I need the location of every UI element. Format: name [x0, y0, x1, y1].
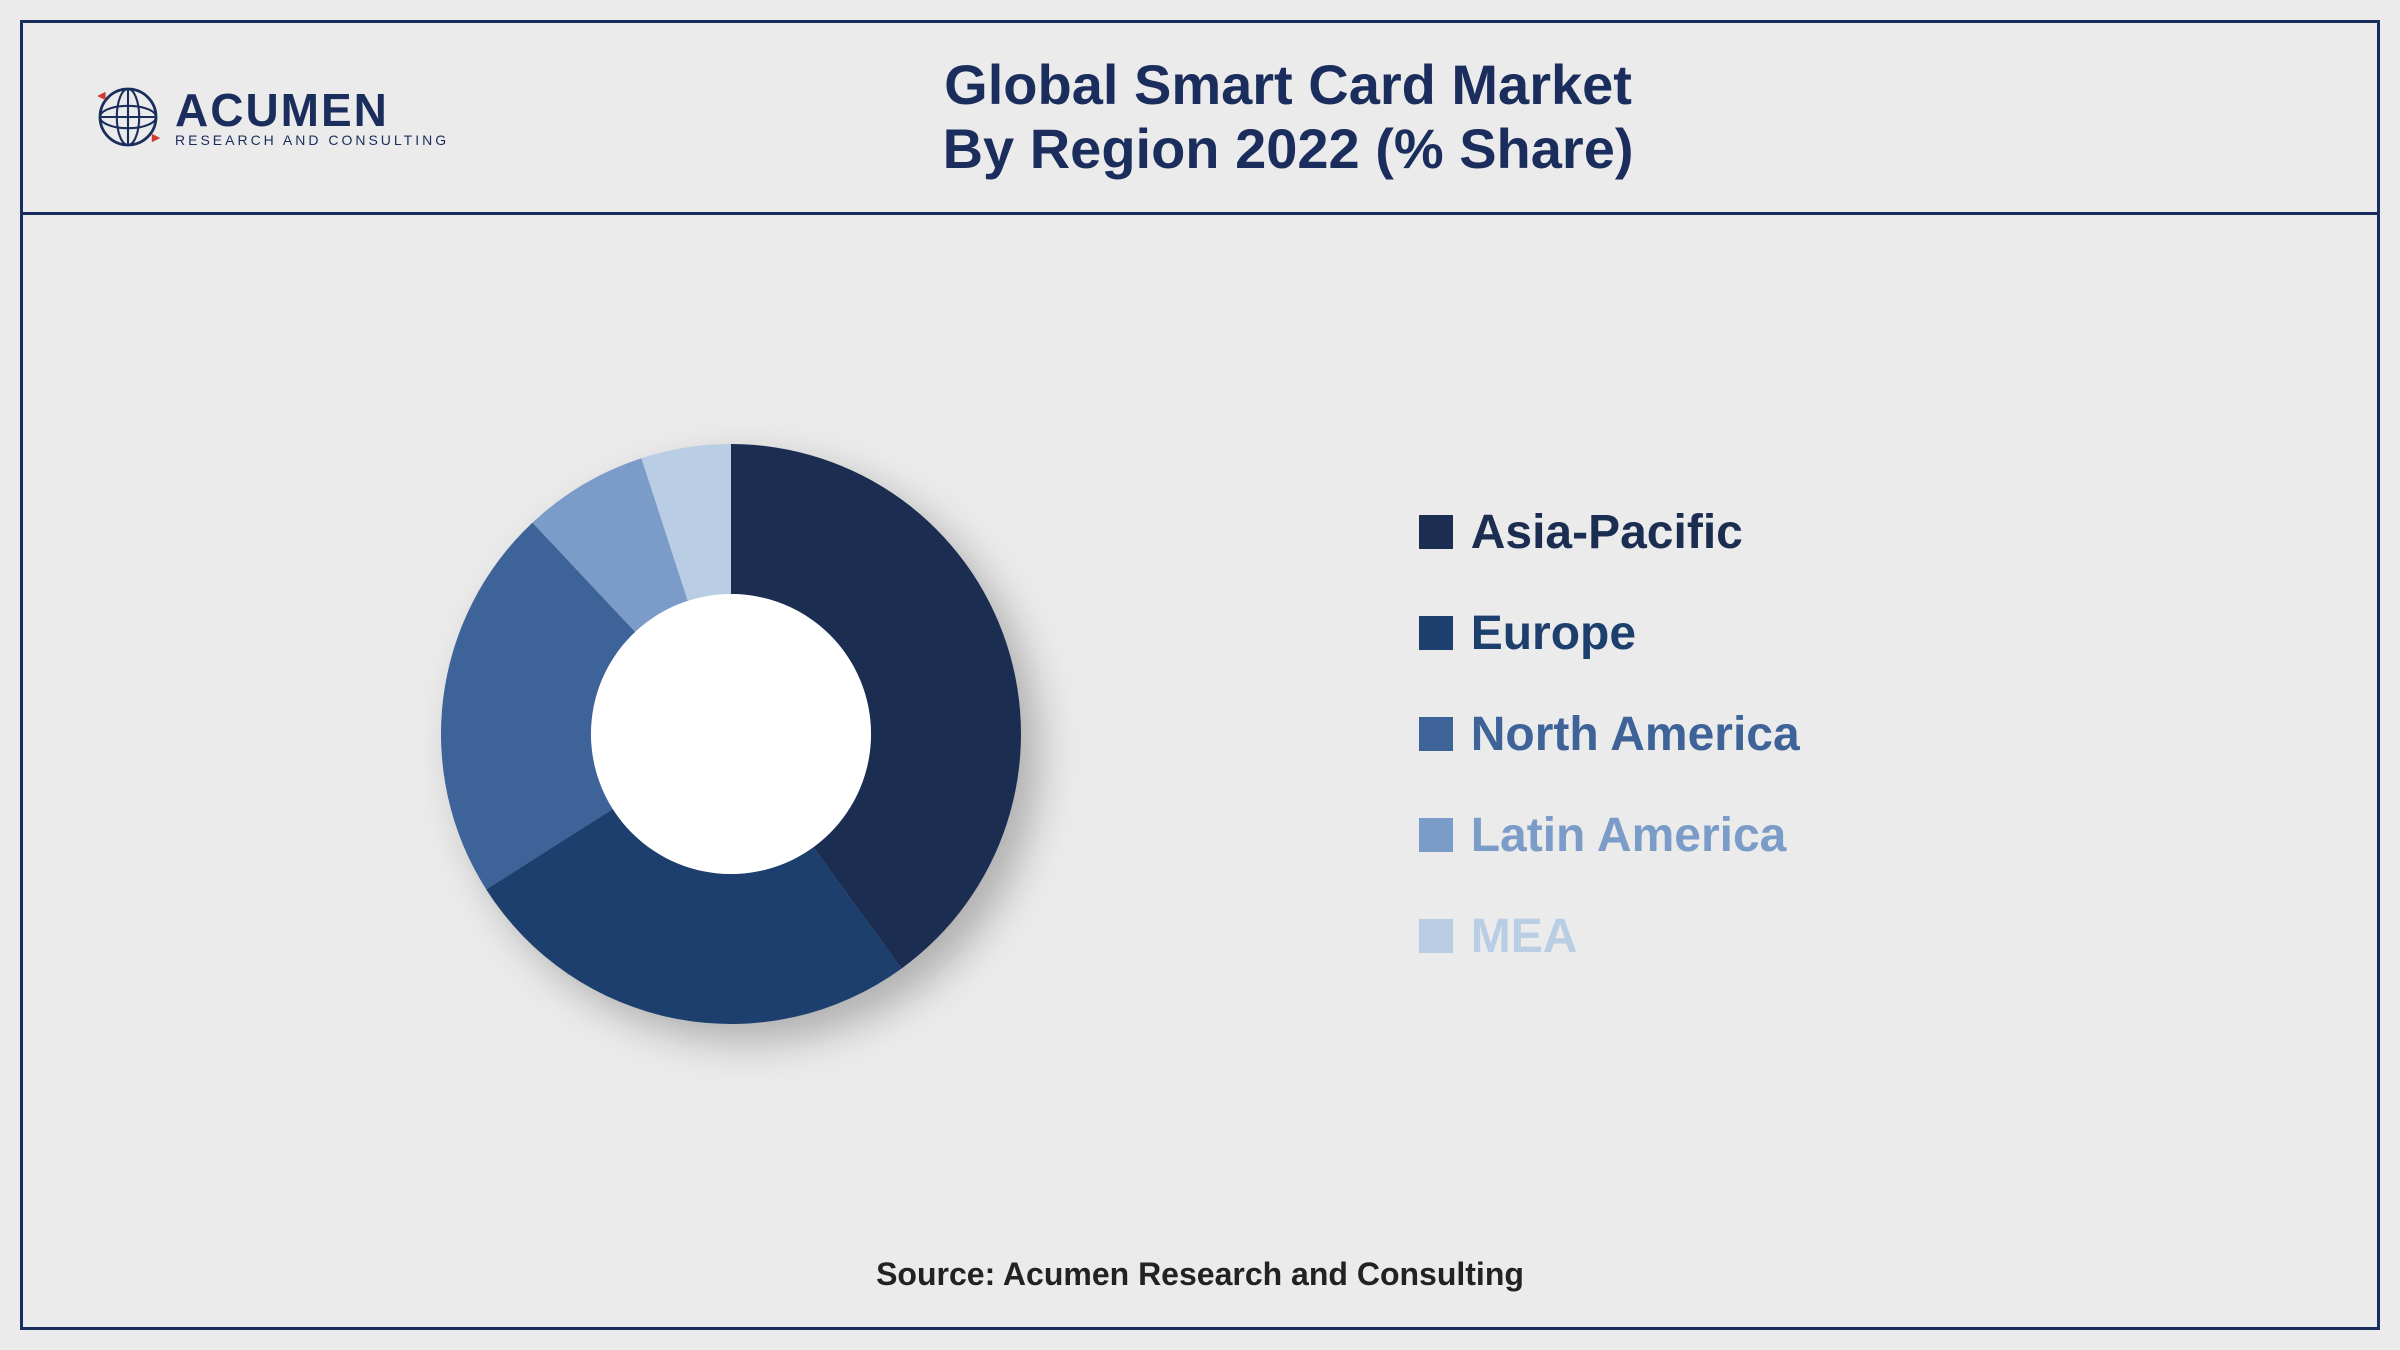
logo: ACUMEN RESEARCH AND CONSULTING [93, 82, 449, 152]
legend-item: Asia-Pacific [1419, 505, 2317, 560]
donut-svg [411, 414, 1051, 1054]
legend: Asia-Pacific Europe North America Latin Ame… [1379, 505, 2317, 964]
legend-item: North America [1419, 707, 2317, 762]
logo-text: ACUMEN RESEARCH AND CONSULTING [175, 87, 449, 147]
legend-item: Europe [1419, 606, 2317, 661]
legend-label: North America [1471, 707, 1800, 762]
legend-label: Latin America [1471, 808, 1787, 863]
globe-icon [93, 82, 163, 152]
legend-swatch [1419, 515, 1453, 549]
donut-chart [83, 414, 1379, 1054]
logo-name: ACUMEN [175, 87, 449, 133]
legend-item: Latin America [1419, 808, 2317, 863]
legend-label: Europe [1471, 606, 1636, 661]
legend-swatch [1419, 818, 1453, 852]
legend-label: Asia-Pacific [1471, 505, 1743, 560]
legend-swatch [1419, 717, 1453, 751]
title-line-1: Global Smart Card Market [449, 53, 2127, 117]
source-footer: Source: Acumen Research and Consulting [23, 1234, 2377, 1327]
chart-title: Global Smart Card Market By Region 2022 … [449, 53, 2307, 182]
report-frame: ACUMEN RESEARCH AND CONSULTING Global Sm… [20, 20, 2380, 1330]
logo-tagline: RESEARCH AND CONSULTING [175, 133, 449, 147]
donut-hole [591, 594, 871, 874]
legend-swatch [1419, 919, 1453, 953]
legend-label: MEA [1471, 909, 1578, 964]
legend-item: MEA [1419, 909, 2317, 964]
content-area: Asia-Pacific Europe North America Latin Ame… [23, 215, 2377, 1234]
legend-swatch [1419, 616, 1453, 650]
header: ACUMEN RESEARCH AND CONSULTING Global Sm… [23, 23, 2377, 215]
title-line-2: By Region 2022 (% Share) [449, 117, 2127, 181]
